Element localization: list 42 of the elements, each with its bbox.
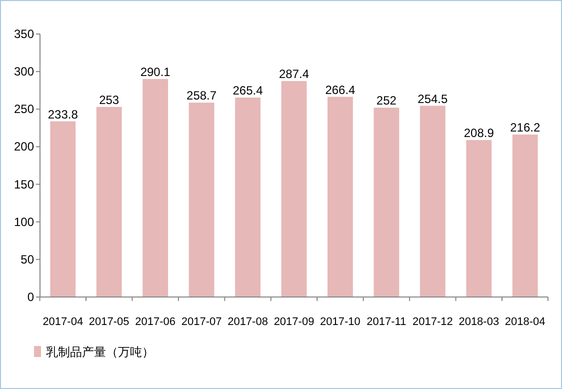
bar	[96, 106, 122, 297]
y-tick-label: 350	[14, 27, 34, 41]
bar	[235, 98, 260, 297]
x-tick-label: 2018-04	[504, 316, 546, 328]
data-label: 266.4	[325, 82, 356, 97]
y-tick-label: 100	[14, 214, 34, 229]
data-label: 233.8	[48, 107, 78, 122]
data-label: 290.1	[140, 65, 171, 80]
x-tick-label: 2017-07	[181, 316, 222, 328]
data-label: 208.9	[464, 126, 494, 140]
y-tick-label: 150	[14, 177, 34, 192]
data-label: 252	[376, 94, 397, 108]
y-tick-label: 200	[14, 140, 34, 154]
x-tick-label: 2017-11	[366, 316, 406, 328]
bar	[374, 108, 400, 297]
x-tick-label: 2018-03	[458, 316, 500, 328]
bar	[420, 106, 446, 297]
bar	[466, 140, 492, 297]
legend-label: 乳制品产量（万吨）	[46, 345, 154, 359]
data-label: 265.4	[232, 84, 264, 98]
data-label: 254.5	[418, 92, 448, 106]
data-label: 287.4	[278, 67, 310, 82]
y-tick-label: 0	[27, 290, 34, 304]
x-tick-label: 2017-12	[412, 316, 453, 328]
y-tick-label: 300	[14, 64, 34, 79]
x-tick-label: 2017-06	[135, 316, 176, 328]
bar	[281, 81, 307, 297]
x-tick-label: 2017-09	[274, 316, 314, 328]
data-label: 258.7	[186, 88, 217, 103]
y-tick-label: 250	[14, 102, 34, 116]
bar	[328, 96, 353, 297]
data-label: 253	[99, 92, 120, 107]
data-label: 216.2	[510, 120, 540, 135]
x-tick-label: 2017-04	[42, 316, 84, 328]
bar	[142, 79, 168, 297]
y-tick-label: 50	[20, 252, 34, 266]
x-tick-label: 2017-10	[320, 316, 360, 328]
bar	[50, 121, 76, 297]
x-tick-label: 2017-05	[88, 316, 130, 328]
x-tick-label: 2017-08	[228, 316, 268, 328]
bar	[512, 134, 538, 297]
bar	[188, 102, 214, 297]
